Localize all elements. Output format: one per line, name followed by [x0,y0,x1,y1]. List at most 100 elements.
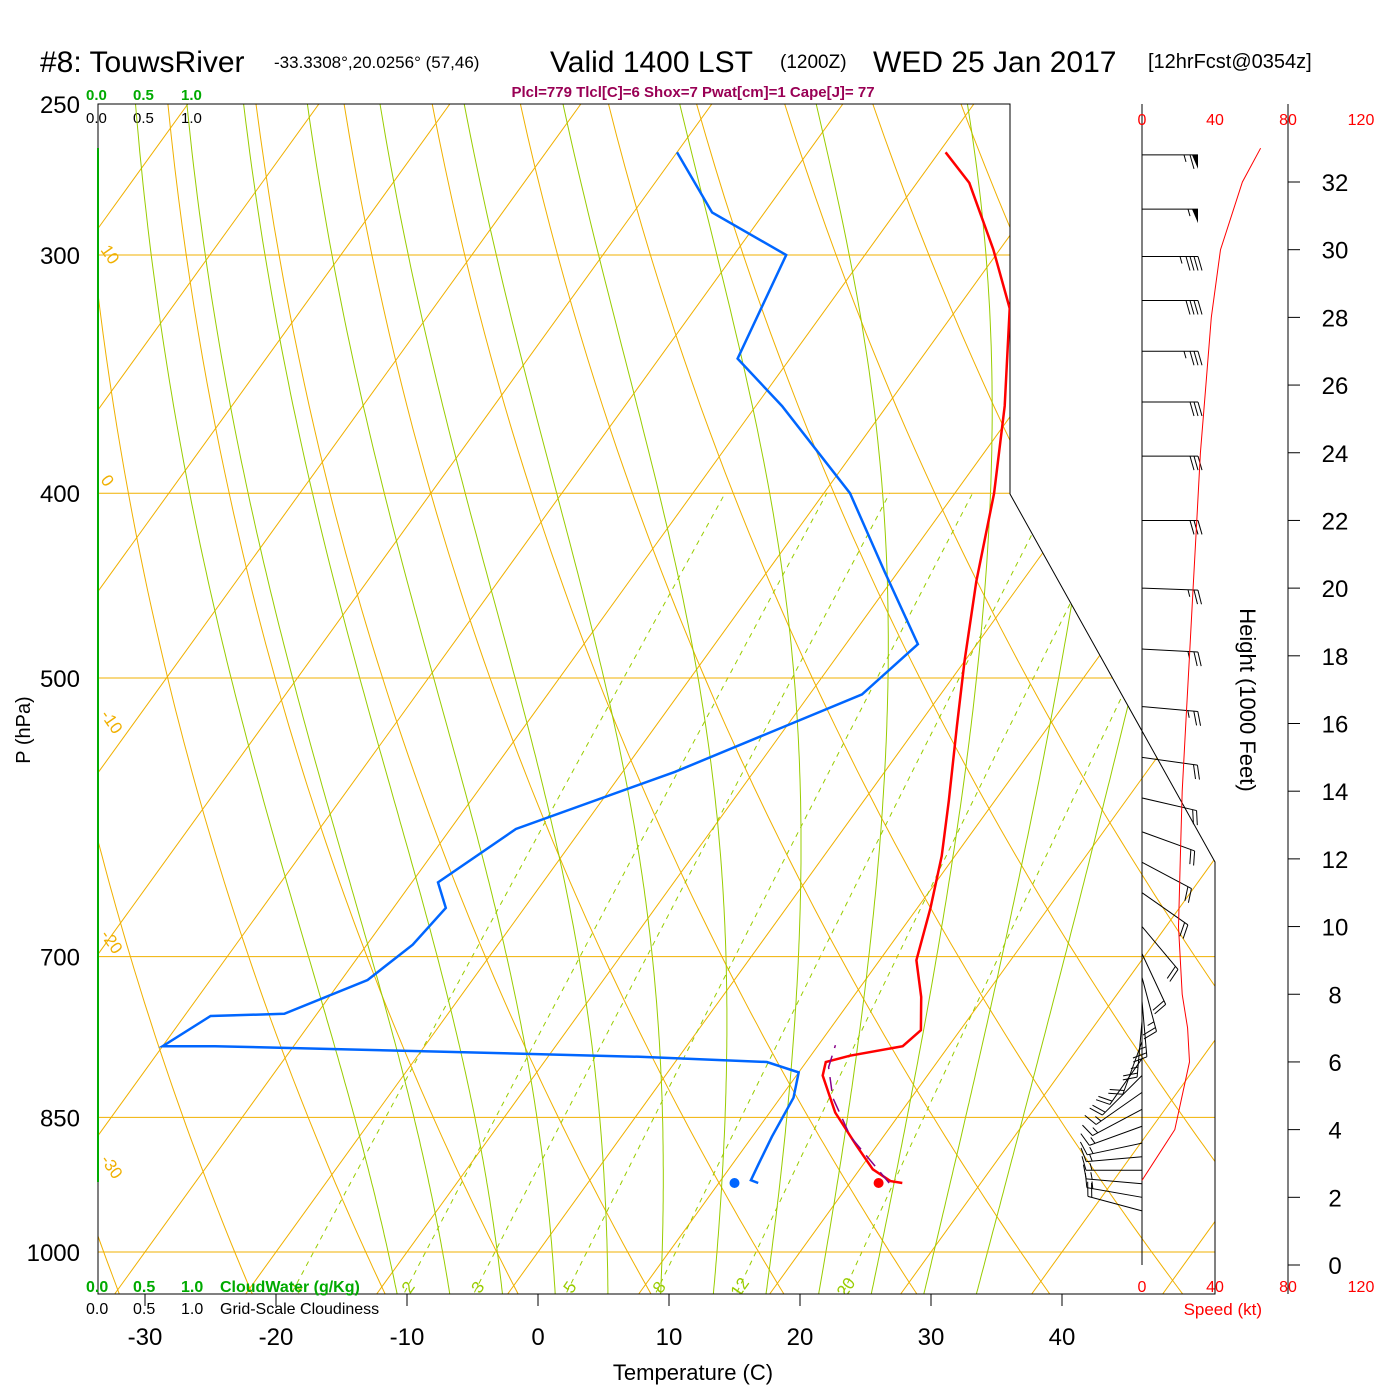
wind-barb [1142,401,1203,417]
temperature-axis-label: Temperature (C) [613,1360,773,1385]
wind-barb-shaft [1089,1125,1143,1146]
wind-barb-shaft [1141,1000,1148,1057]
stability-indices: Plcl=779 Tlcl[C]=6 Shox=7 Pwat[cm]=1 Cap… [511,84,874,101]
wind-barb-half-feather [1179,256,1183,264]
pressure-axis-label: P (hPa) [13,696,35,763]
zulu-time: (1200Z) [780,52,847,73]
wind-barb-feather [1179,922,1186,937]
wind-barb-feather [1154,1004,1166,1015]
wind-barb-half-feather [1187,208,1191,217]
wind-barb-shaft [1141,706,1198,712]
wind-barb-feather [1092,1104,1106,1113]
wind-barb-shaft [1087,1195,1143,1212]
cloudwater-tick: 1.0 [181,87,202,104]
wind-barb-feather [1143,1030,1157,1040]
wind-barb-feather [1081,1156,1087,1171]
wind-barb [1132,1000,1148,1063]
wind-barb-feather [1185,300,1191,315]
wind-barb-feather [1187,888,1192,903]
height-tick-label: 12 [1322,847,1349,874]
cloudiness-tick: 0.5 [133,110,154,127]
wind-barb-feather [1189,849,1192,865]
wind-barb-feather [1082,1124,1093,1136]
wind-barb-feather [1189,256,1195,271]
mixing-ratio-label: 12 [727,1274,753,1300]
isotherm-line [638,104,1215,1294]
wind-barb-feather [1079,1141,1088,1156]
wind-barb [1142,208,1198,224]
height-tick-label: 22 [1322,508,1349,535]
temperature-profile [821,151,1010,1185]
dry-adiabat-label: 0 [97,471,118,490]
wind-barb-half-feather [1089,1146,1094,1154]
wind-barb-shaft [1092,1108,1143,1137]
cloudwater-tick: 0.5 [133,1279,155,1296]
wind-barb [1141,861,1192,903]
wind-barb [1142,299,1203,315]
pressure-tick-label: 250 [40,92,80,119]
dry-adiabat-label: -20 [97,926,127,957]
wind-barb-feather [1185,256,1191,271]
dewpoint-profile [158,151,920,1185]
wind-barb [1142,455,1203,471]
cloudwater-tick: 1.0 [181,1279,203,1296]
moist-adiabat-lines [135,104,1215,1294]
wind-barb-half-feather [1187,589,1191,597]
wind-barb-feather [1098,1095,1113,1102]
wind-barb-feather [1169,969,1179,982]
wind-barb [1141,756,1200,780]
wind-barb-shaft [1141,926,1179,970]
cloudwater-label: CloudWater (g/Kg) [220,1279,360,1296]
wind-barb [1141,797,1198,826]
cloudiness-tick: 1.0 [181,110,202,127]
mixing-ratio-line [736,492,1126,1293]
pressure-tick-label: 300 [40,243,80,270]
pressure-tick-label: 850 [40,1105,80,1132]
dry-adiabat-line [98,104,256,1294]
height-tick-label: 16 [1322,712,1349,739]
wind-barb-half-feather [1183,351,1187,359]
wind-barb-shaft [1141,861,1192,889]
moist-adiabat-line [243,104,504,1294]
wind-barb-feather [1182,924,1189,939]
wind-barb-feather [1197,300,1203,315]
moist-adiabat-line [562,104,728,1294]
wind-barb-flag [1192,154,1198,169]
dry-adiabat-line [1122,104,1215,1294]
height-tick-label: 24 [1322,441,1349,468]
moist-adiabat-line [135,104,399,1294]
isotherm-line [98,104,320,1294]
cloudwater-tick: 0.0 [86,1279,108,1296]
wind-barb-half-feather [1092,1127,1099,1134]
wind-barb-feather [1133,1056,1148,1063]
moist-adiabat-line [974,104,1215,1294]
height-tick-label: 0 [1328,1253,1341,1280]
wind-barb-feather [1080,1147,1087,1162]
wind-barb-feather [1189,520,1195,535]
moist-adiabat-line [463,104,664,1294]
wind-barb-feather [1189,300,1195,315]
mixing-ratio-line [655,492,1054,1293]
dry-adiabat-label: -30 [97,1151,127,1182]
wind-barb [1142,519,1203,535]
wind-barb-shaft [1109,1058,1143,1105]
wind-barb-feather [1122,1076,1138,1081]
wind-barb-shaft [1141,977,1157,1032]
wind-barb [1141,706,1202,726]
wind-barb-half-feather [1095,1116,1102,1122]
wind-barb [1081,1156,1142,1171]
pressure-axis: 250 300 400 500 700 850 1000 [27,92,80,1267]
dry-adiabat-line [251,104,655,1294]
wind-barb-feather [1109,1088,1125,1091]
wind-barb-feather [1196,810,1198,826]
mixing-ratio-line [842,492,1215,1293]
station-coords: -33.3308°,20.0256° (57,46) [274,53,479,72]
wind-barb [1141,953,1167,1015]
isotherm-line [98,104,582,1294]
wind-barb-shaft [1141,953,1167,1005]
wind-barb-feather [1166,966,1176,979]
wind-barb [1080,1125,1143,1146]
dry-adiabat-line [512,104,1055,1294]
